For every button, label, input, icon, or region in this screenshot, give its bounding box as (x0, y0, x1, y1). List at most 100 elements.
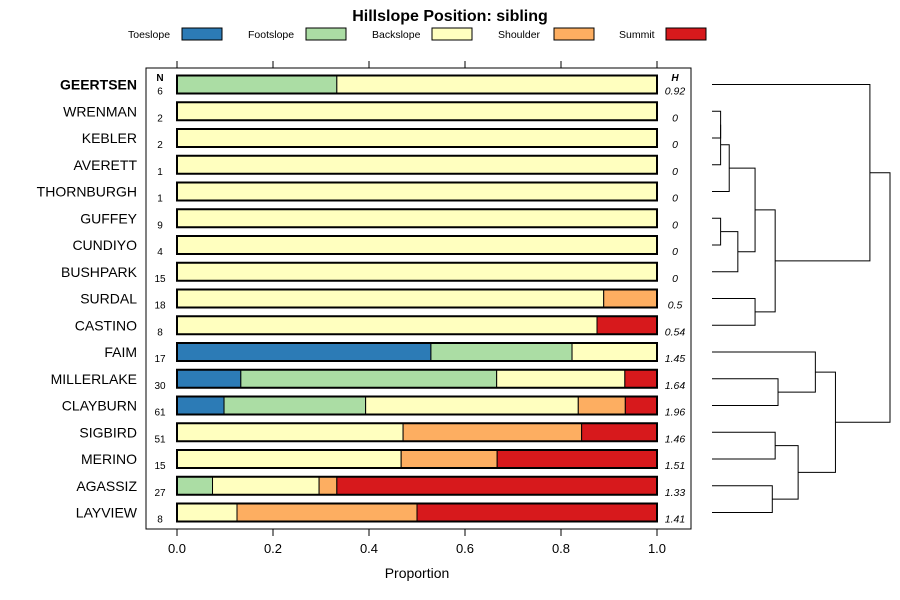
series-label: THORNBURGH (37, 184, 137, 200)
bar-segment-backslope (176, 449, 402, 469)
bar-segment-toeslope (176, 369, 242, 389)
legend-swatch-shoulder (553, 27, 595, 41)
x-tick-label: 0.4 (360, 541, 378, 556)
count-label: 1 (157, 194, 163, 205)
count-label: 30 (154, 381, 166, 392)
bar-segment-backslope (176, 235, 658, 255)
bar-segment-summit (596, 315, 658, 335)
count-label: 51 (154, 434, 166, 445)
series-label: GEERTSEN (60, 77, 137, 93)
row-kebler: KEBLER 2 0 (82, 128, 678, 151)
bar-outline (176, 288, 658, 309)
legend-label-toeslope: Toeslope (128, 29, 170, 41)
bar-segment-toeslope (176, 396, 225, 415)
bar-segment-backslope (365, 396, 579, 415)
entropy-label: 0.54 (665, 326, 686, 338)
entropy-label: 0.5 (668, 300, 683, 312)
legend-swatch-summit (665, 27, 707, 41)
legend-swatch-backslope (431, 27, 473, 41)
count-label: 9 (157, 220, 163, 231)
count-label: 17 (154, 354, 166, 365)
entropy-label: 0 (672, 273, 678, 285)
entropy-label: 1.46 (665, 433, 686, 445)
entropy-label: 0 (672, 246, 678, 258)
row-geertsen: GEERTSEN 6 0.92 (60, 74, 685, 98)
bar-segment-backslope (176, 101, 658, 121)
row-guffey: GUFFEY 9 0 (80, 208, 678, 231)
row-millerlake: MILLERLAKE 30 1.64 (51, 368, 685, 392)
series-label: MERINO (81, 451, 137, 467)
row-cundiyo: CUNDIYO 4 0 (72, 235, 678, 258)
bar-segment-shoulder (402, 422, 583, 442)
bar-segment-backslope (176, 208, 658, 228)
bar-outline (176, 422, 658, 443)
dendrogram-link (712, 485, 773, 513)
row-thornburgh: THORNBURGH 1 0 (37, 181, 678, 205)
x-tick-label: 0.6 (456, 541, 474, 556)
series-label: BUSHPARK (61, 264, 138, 280)
count-label: 27 (154, 488, 166, 499)
dendrogram-link (712, 231, 739, 273)
dendrogram (712, 84, 891, 513)
x-tick-label: 0.2 (264, 541, 282, 556)
series-label: SURDAL (80, 291, 137, 307)
bar-outline (176, 502, 658, 523)
bar-outline (176, 128, 658, 148)
bar-outline (176, 181, 658, 202)
dendrogram-link (729, 167, 756, 253)
entropy-label: 1.33 (665, 487, 686, 499)
bar-segment-summit (581, 422, 658, 442)
series-label: FAIM (104, 344, 137, 360)
bar-segment-shoulder (603, 289, 658, 308)
entropy-label: 0 (672, 139, 678, 151)
count-label: 2 (157, 140, 163, 151)
bar-outline (176, 261, 658, 282)
entropy-header: H (671, 73, 679, 84)
row-averett: AVERETT 1 0 (73, 154, 678, 178)
row-sigbird: SIGBIRD 51 1.46 (79, 422, 686, 445)
series-label: CLAYBURN (62, 398, 137, 414)
series-label: AGASSIZ (76, 478, 137, 494)
series-label: LAYVIEW (76, 505, 138, 521)
dendrogram-link (712, 298, 756, 326)
dendrogram-link (712, 110, 722, 139)
dendrogram-link (712, 84, 871, 262)
legend-swatch-toeslope (181, 27, 223, 41)
row-agassiz: AGASSIZ 27 1.33 (76, 475, 686, 499)
x-tick-label: 0.8 (552, 541, 570, 556)
dendrogram-link (798, 371, 836, 473)
bar-outline (176, 475, 658, 496)
bar-segment-backslope (176, 155, 658, 175)
row-castino: CASTINO 8 0.54 (75, 315, 686, 338)
bar-outline (176, 235, 658, 255)
legend-label-shoulder: Shoulder (498, 29, 541, 41)
chart-title: Hillslope Position: sibling (352, 8, 548, 25)
dendrogram-link (835, 172, 891, 423)
bar-segment-summit (416, 503, 658, 522)
series-label: MILLERLAKE (51, 371, 137, 387)
series-label: CUNDIYO (72, 237, 137, 253)
bar-segment-shoulder (400, 449, 498, 469)
bar-outline (176, 74, 658, 95)
bar-outline (176, 101, 658, 122)
bar-outline (176, 395, 658, 416)
bar-segment-footslope (240, 369, 498, 389)
top-axis-ticks (176, 61, 658, 68)
entropy-label: 0 (672, 166, 678, 178)
count-label: 2 (157, 113, 163, 124)
bar-segment-footslope (176, 476, 214, 496)
bar-segment-backslope (336, 75, 658, 94)
dendrogram-link (712, 351, 816, 393)
bar-segment-backslope (212, 476, 320, 496)
bar-segment-footslope (223, 396, 367, 415)
bar-segment-summit (496, 449, 658, 469)
dendrogram-link (772, 445, 799, 500)
entropy-label: 1.96 (665, 407, 686, 419)
count-label: 4 (157, 247, 163, 258)
bar-outline (176, 342, 658, 362)
bar-segment-backslope (571, 342, 658, 362)
entropy-label: 0 (672, 112, 678, 124)
x-tick-label: 1.0 (648, 541, 666, 556)
